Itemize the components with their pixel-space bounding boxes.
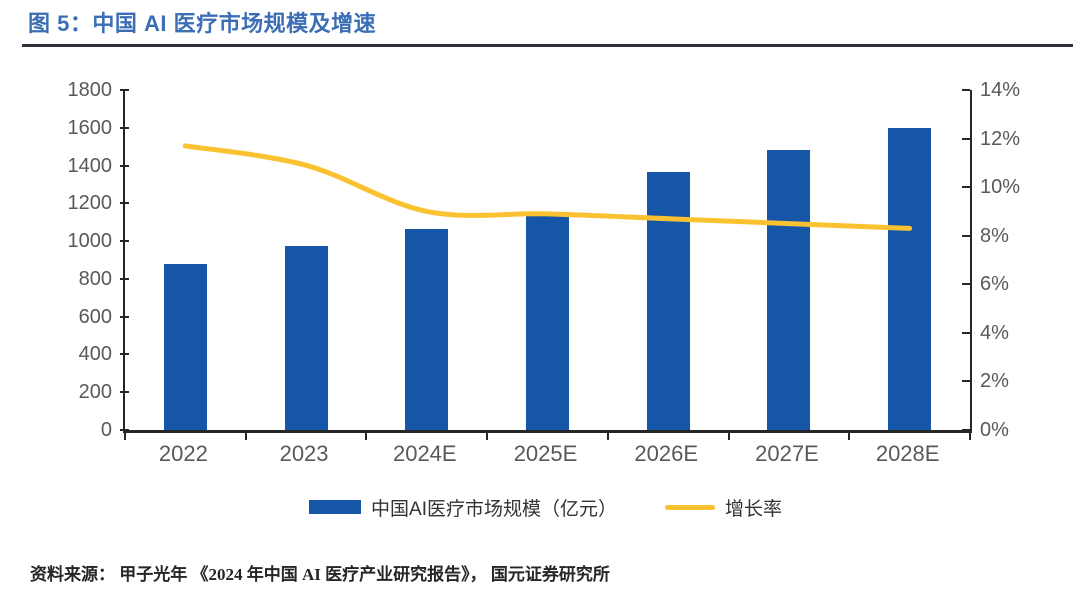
left-axis-tick-label: 1200 [67,192,113,215]
bar-2027E [767,150,811,430]
line-series-swatch [664,504,715,510]
x-axis-tick [124,433,126,440]
right-axis-tick [962,429,970,431]
right-axis-tick-label: 10% [980,176,1021,199]
right-axis-tick [962,283,970,286]
left-axis-tick [120,391,129,394]
right-axis-tick [962,234,970,237]
legend-item-growth: 增长率 [664,494,782,521]
source-note: 资料来源： 甲子光年 《2024 年中国 AI 医疗产业研究报告》， 国元证券研… [30,565,610,584]
x-axis-tick [848,433,851,440]
x-axis-category-label: 2024E [392,441,457,466]
growth-rate-line-layer [182,143,913,231]
left-axis-tick [120,353,129,356]
left-axis-tick-label: 800 [78,267,112,290]
legend-label-growth: 增长率 [724,498,782,520]
right-axis-tick [962,89,970,91]
right-axis-tick [962,186,970,189]
figure-title: 图 5：中国 AI 医疗市场规模及增速 [28,11,377,36]
left-axis-tick-label: 1400 [67,154,113,177]
left-axis-tick-label: 1800 [67,79,113,101]
x-axis-tick [244,433,247,440]
left-axis-tick [120,240,129,243]
bar-2023 [284,245,328,430]
left-axis-tick [120,315,129,318]
bar-2024E [405,228,449,430]
x-axis-labels: 2022 2023 2024E 2025E 2026E 2027E 2028E [123,441,968,471]
right-axis-tick-label: 6% [980,273,1009,296]
x-axis-category-label: 2026E [634,441,699,466]
bar-series-swatch [309,500,362,514]
right-axis-tick-label: 8% [980,224,1009,247]
right-axis-tick-label: 12% [980,127,1021,150]
growth-rate-line [182,143,913,231]
left-axis-tick-label: 600 [78,305,112,328]
bar-2022 [163,263,207,430]
left-axis-tick-label: 200 [78,381,112,404]
bar-2025E [526,211,569,430]
left-axis-tick-label: 1000 [67,230,113,253]
left-axis-tick [120,202,129,205]
title-divider [22,44,1073,47]
left-axis-tick [120,277,129,280]
right-axis-tick-label: 0% [980,419,1009,441]
x-axis-category-label: 2027E [755,441,819,466]
right-y-axis-labels: 0% 2% 4% 6% 8% 10% 12% 14% [980,79,1075,441]
plot-area [120,89,972,440]
left-axis-tick [120,164,129,167]
legend-label-market: 中国AI医疗市场规模（亿元） [371,498,617,520]
x-axis-tick [969,433,971,440]
x-axis-tick [606,433,609,440]
x-axis-tick [727,433,730,440]
left-axis-tick-label: 1600 [67,116,113,139]
right-axis-tick [962,137,970,140]
x-axis-tick [365,433,368,440]
left-axis-tick [120,126,129,129]
legend-item-market: 中国AI医疗市场规模（亿元） [309,494,617,521]
x-axis-category-label: 2023 [279,441,329,466]
left-axis-tick-label: 400 [78,343,112,366]
right-axis-tick [962,331,970,334]
x-axis-tick [486,433,489,440]
x-axis-category-label: 2028E [875,441,940,466]
right-axis-tick-label: 4% [980,321,1009,344]
left-axis-tick [120,429,129,431]
bar-2026E [646,172,690,430]
right-axis-tick-label: 2% [980,370,1009,393]
left-axis-tick [120,89,129,91]
right-axis-tick-label: 14% [980,79,1021,101]
left-axis-tick-label: 0 [100,419,112,441]
bar-2028E [888,127,932,430]
right-axis-tick [962,380,970,383]
left-y-axis-labels: 0 200 400 600 800 1000 1200 1400 1600 1800 [0,79,113,441]
chart-legend: 中国AI医疗市场规模（亿元） 增长率 [123,492,968,522]
x-axis-category-label: 2025E [513,441,578,466]
x-axis-category-label: 2022 [158,441,208,466]
